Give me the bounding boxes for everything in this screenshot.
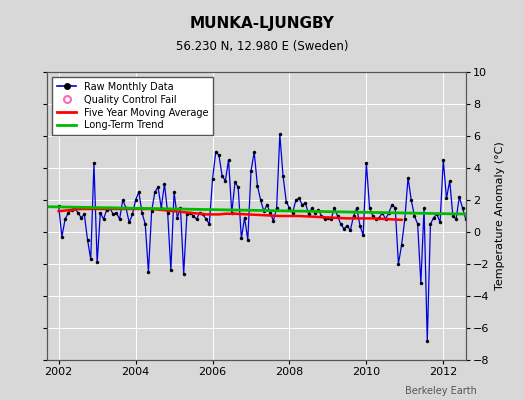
Text: Berkeley Earth: Berkeley Earth (405, 386, 477, 396)
Legend: Raw Monthly Data, Quality Control Fail, Five Year Moving Average, Long-Term Tren: Raw Monthly Data, Quality Control Fail, … (52, 77, 213, 135)
Text: 56.230 N, 12.980 E (Sweden): 56.230 N, 12.980 E (Sweden) (176, 40, 348, 53)
Y-axis label: Temperature Anomaly (°C): Temperature Anomaly (°C) (495, 142, 505, 290)
Text: MUNKA-LJUNGBY: MUNKA-LJUNGBY (190, 16, 334, 31)
